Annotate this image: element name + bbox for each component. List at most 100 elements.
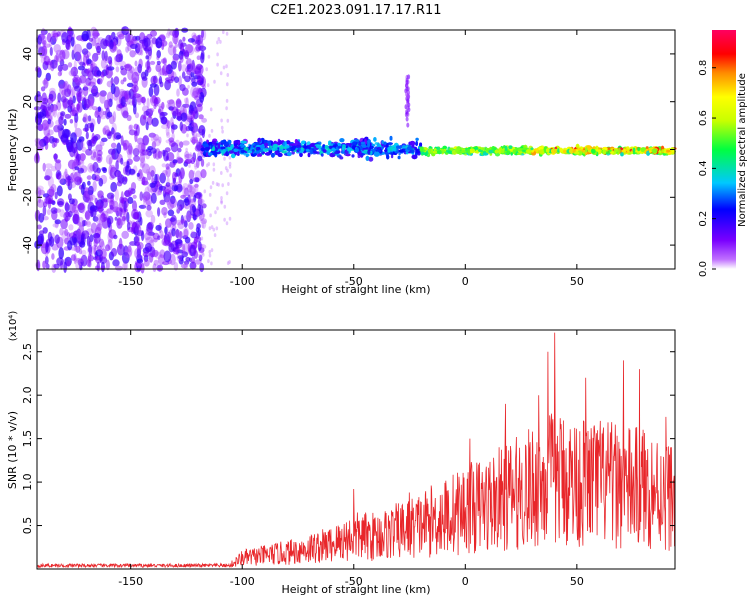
- spectrogram-blob: [217, 144, 221, 150]
- spectrogram-blob: [72, 213, 79, 225]
- spectrogram-blob: [68, 198, 75, 205]
- spectrogram-blob: [136, 43, 143, 56]
- spectrogram-blob: [60, 96, 67, 103]
- spectrogram-blob: [60, 90, 68, 100]
- spectrogram-blob: [193, 238, 198, 249]
- spectrogram-blob: [42, 136, 50, 144]
- spectrogram-blob: [352, 141, 358, 146]
- spectrogram-blob: [178, 60, 182, 72]
- spectrogram-blob: [84, 210, 91, 221]
- spectrogram-blob: [142, 251, 151, 257]
- spectrogram-blob: [329, 152, 336, 158]
- spectrogram-blob: [189, 261, 197, 270]
- spectrogram-blob: [183, 228, 189, 238]
- x-tick-label: 50: [570, 275, 584, 288]
- spectrogram-blob: [119, 207, 123, 218]
- spectrogram-blob: [605, 151, 609, 154]
- spectrogram-blob: [37, 233, 44, 246]
- spectrogram-blob: [205, 151, 209, 157]
- spectrogram-blob: [208, 192, 212, 197]
- spectrogram-blob: [99, 92, 106, 104]
- spectrogram-blob: [172, 46, 177, 55]
- spectrogram-blob: [155, 63, 162, 73]
- spectrogram-blob: [368, 156, 374, 162]
- spectrogram-blob: [258, 153, 263, 157]
- spectrogram-blob: [512, 149, 517, 154]
- snr-y-label: SNR (10 * v/v): [6, 411, 19, 489]
- spectrogram-blob: [40, 101, 48, 111]
- spectrogram-blob: [201, 251, 204, 256]
- spectrogram-blob: [54, 234, 60, 244]
- spectrogram-blob: [309, 149, 313, 155]
- spectrogram-blob: [184, 75, 191, 83]
- spectrogram-blob: [281, 150, 287, 154]
- spectrogram-blob: [107, 239, 113, 251]
- spectrogram-blob: [324, 145, 329, 149]
- spectrogram-blob: [130, 38, 138, 45]
- spectrogram-blob: [494, 149, 499, 154]
- spectrogram-blob: [82, 116, 87, 123]
- spectrogram-blob: [91, 86, 98, 94]
- spectrogram-blob: [196, 132, 202, 138]
- spectrogram-blob: [84, 220, 88, 226]
- spectrogram-blob: [163, 150, 169, 162]
- spectrogram-blob: [195, 63, 203, 70]
- spectrogram-blob: [630, 150, 633, 155]
- spectrogram-blob: [156, 60, 161, 65]
- spectrogram-blob: [109, 39, 114, 50]
- spectrogram-blob: [192, 133, 195, 138]
- spectrogram-blob: [305, 148, 310, 152]
- spectrogram-blob: [170, 142, 179, 153]
- spectrogram-blob: [95, 144, 103, 152]
- spectrogram-blob: [193, 33, 197, 38]
- spectrogram-blob: [148, 132, 156, 138]
- spectrogram-blob: [74, 113, 79, 123]
- spectrogram-blob: [328, 143, 331, 146]
- spectrogram-blob: [150, 75, 157, 85]
- spectrogram-blob: [410, 149, 415, 154]
- spectrogram-blob: [143, 259, 150, 267]
- spectrogram-blob: [488, 149, 494, 154]
- spectrogram-blob: [153, 259, 159, 266]
- spectrogram-blob: [72, 77, 78, 83]
- spectrogram-blob: [167, 44, 176, 56]
- spectrogram-blob: [200, 29, 205, 39]
- spectrogram-blob: [145, 121, 149, 131]
- spectrogram-blob: [117, 170, 121, 178]
- spectrogram-blob: [131, 221, 137, 229]
- spectrogram-blob: [286, 152, 292, 156]
- spectrogram-blob: [283, 146, 287, 150]
- spectrogram-blob: [228, 161, 232, 166]
- spectrogram-blob: [626, 146, 630, 152]
- spectrogram-blob: [340, 151, 346, 154]
- colorbar-label: Normalized spectral amplitude: [737, 73, 748, 227]
- spectrogram-blob: [210, 248, 214, 253]
- y-tick-label: -20: [21, 188, 34, 206]
- spectrogram-blob: [87, 180, 91, 186]
- spectrogram-blob: [68, 224, 74, 231]
- spectrogram-blob: [405, 109, 409, 115]
- spectrogram-blob: [45, 263, 50, 270]
- spectrogram-blob: [191, 139, 195, 144]
- spectrogram-blob: [189, 119, 194, 126]
- spectrogram-blob: [442, 145, 448, 150]
- spectrogram-blob: [142, 115, 147, 120]
- spectrogram-blob: [66, 260, 71, 267]
- spectrogram-blob: [194, 183, 199, 188]
- spectrogram-blob: [132, 200, 137, 212]
- spectrogram-blob: [157, 235, 161, 241]
- spectrogram-blob: [49, 87, 56, 94]
- spectrogram-blob: [150, 147, 157, 154]
- spectrogram-blob: [188, 222, 194, 230]
- spectrogram-blob: [244, 140, 247, 144]
- spectrogram-blob: [337, 145, 342, 149]
- spectrogram-blob: [185, 61, 188, 66]
- spectrogram-blob: [139, 191, 144, 201]
- spectrogram-blob: [180, 194, 187, 199]
- spectrogram-blob: [334, 151, 340, 155]
- spectrogram-blob: [104, 50, 108, 62]
- spectrogram-blob: [131, 95, 135, 106]
- spectrogram-blob: [171, 132, 175, 141]
- spectrogram-blob: [100, 38, 108, 50]
- spectrogram-blob: [297, 147, 301, 152]
